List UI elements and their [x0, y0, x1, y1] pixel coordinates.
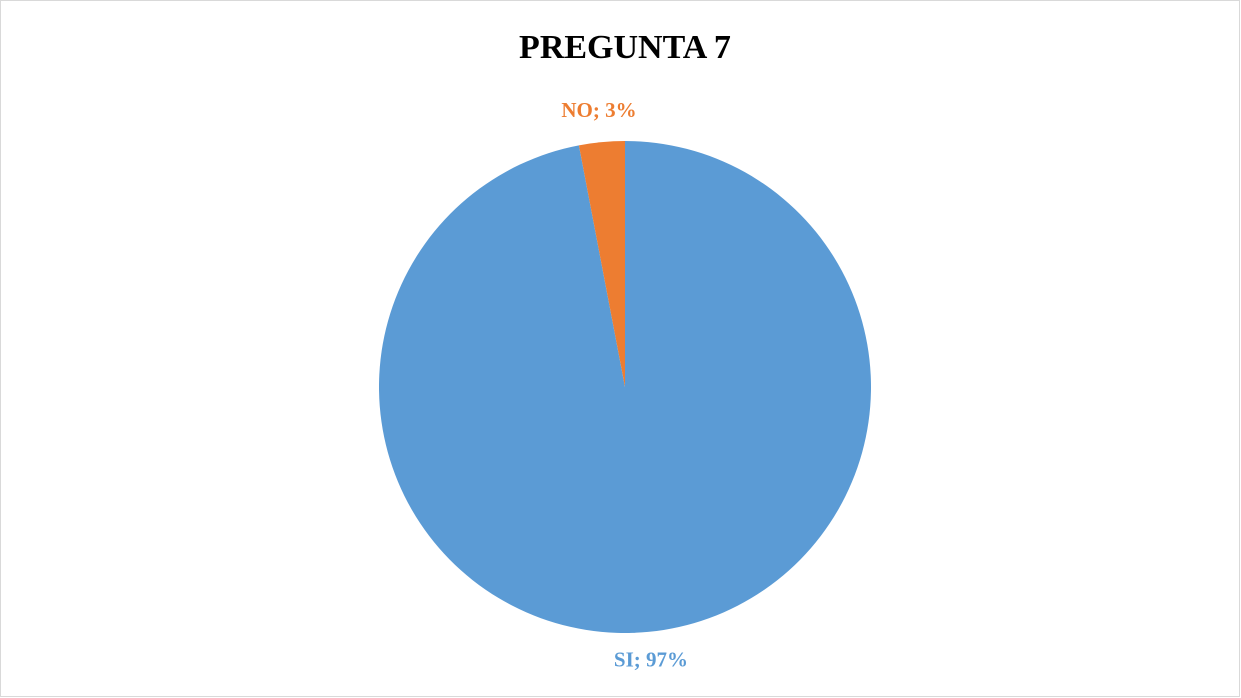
chart-title: PREGUNTA 7 — [519, 29, 731, 66]
data-label: NO; 3% — [561, 98, 636, 122]
pie-slice — [378, 141, 871, 633]
pie-slice — [578, 141, 625, 387]
data-label: SI; 97% — [614, 648, 688, 672]
